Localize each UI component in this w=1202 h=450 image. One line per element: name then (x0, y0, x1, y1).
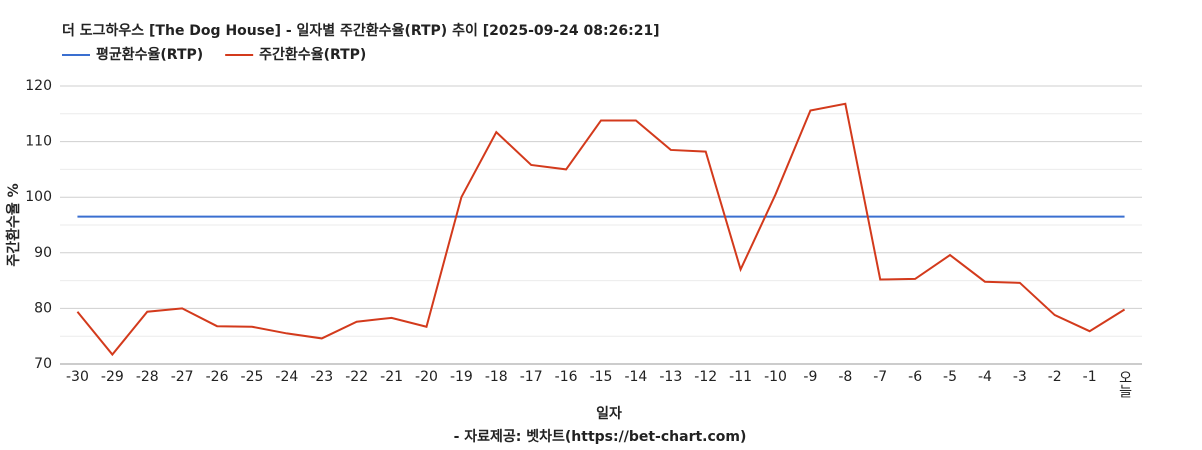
y-tick-label: 100 (25, 189, 52, 205)
x-tick-label: -26 (206, 369, 229, 385)
x-tick-label: -29 (101, 369, 124, 385)
x-tick-label: 오늘 (1117, 370, 1133, 398)
x-tick-label: -16 (555, 369, 578, 385)
x-axis-label: 일자 (596, 406, 622, 422)
chart-title: 더 도그하우스 [The Dog House] - 일자별 주간환수율(RTP)… (62, 22, 660, 39)
x-tick-label: -3 (1013, 369, 1027, 385)
y-tick-label: 110 (25, 134, 52, 150)
x-tick-label: -28 (136, 369, 159, 385)
x-tick-label: -1 (1083, 369, 1097, 385)
y-axis-label: 주간환수율 % (5, 183, 22, 266)
x-tick-label: -30 (66, 369, 89, 385)
x-tick-label: -23 (310, 369, 333, 385)
x-tick-label: -7 (873, 369, 887, 385)
legend-label: 평균환수율(RTP) (96, 46, 203, 63)
x-tick-label: -27 (171, 369, 194, 385)
x-tick-label: -5 (943, 369, 957, 385)
x-tick-label: -14 (624, 369, 647, 385)
x-tick-label: -4 (978, 369, 992, 385)
x-tick-label: -11 (729, 369, 752, 385)
y-tick-label: 120 (25, 78, 52, 94)
legend-label: 주간환수율(RTP) (259, 46, 366, 63)
x-tick-label: -25 (241, 369, 264, 385)
x-tick-label: -19 (450, 369, 473, 385)
x-tick-label: -21 (380, 369, 403, 385)
x-tick-label: -24 (275, 369, 298, 385)
y-tick-label: 80 (34, 300, 52, 316)
x-tick-label: -17 (520, 369, 543, 385)
x-tick-label: -10 (764, 369, 787, 385)
x-tick-label: -13 (659, 369, 682, 385)
x-tick-label: -22 (345, 369, 368, 385)
x-tick-label: -18 (485, 369, 508, 385)
y-tick-label: 70 (34, 356, 52, 372)
x-tick-label: -15 (590, 369, 613, 385)
x-tick-label: -9 (803, 369, 817, 385)
x-tick-label: -20 (415, 369, 438, 385)
y-tick-label: 90 (34, 245, 52, 261)
x-tick-label: -8 (838, 369, 852, 385)
source: - 자료제공: 벳차트(https://bet-chart.com) (454, 428, 747, 445)
line-series (76, 102, 1126, 357)
x-tick-label: -2 (1048, 369, 1062, 385)
x-tick-label: -6 (908, 369, 922, 385)
x-tick-label: -12 (694, 369, 717, 385)
